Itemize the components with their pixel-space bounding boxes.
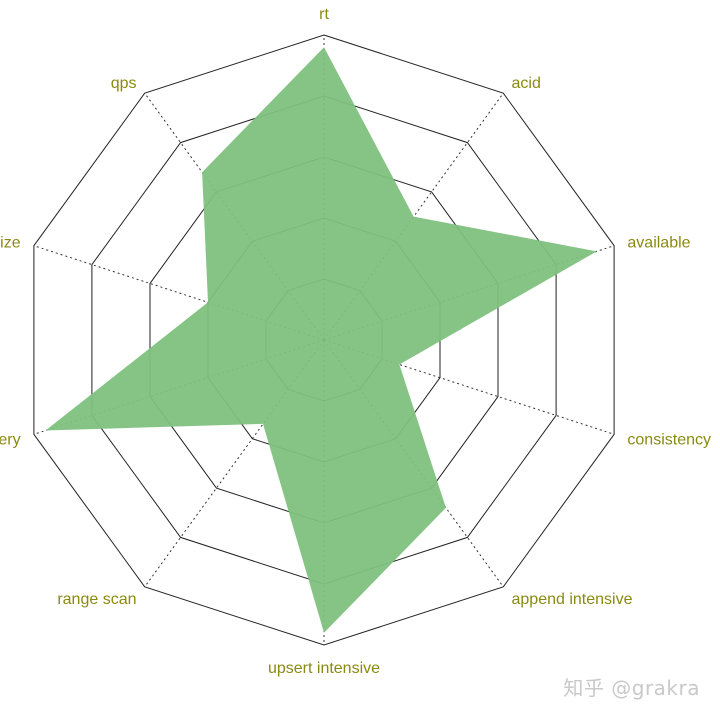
- axis-label-acid: acid: [512, 75, 541, 92]
- axis-label-data-size: data size: [0, 234, 21, 251]
- axis-label-available: available: [627, 234, 690, 251]
- axis-label-point-query: point query: [0, 432, 21, 449]
- grid-ring-5: [33, 34, 615, 646]
- axis-label-upsert-intensive: upsert intensive: [268, 660, 380, 677]
- axis-label-consistency: consistency: [627, 432, 711, 449]
- radar-series: [45, 47, 597, 633]
- axis-label-qps: qps: [111, 75, 137, 92]
- series-area-1: [45, 47, 597, 633]
- watermark: 知乎 @grakra: [563, 676, 700, 700]
- axis-label-range-scan: range scan: [57, 591, 136, 608]
- axis-label-append-intensive: append intensive: [512, 591, 633, 608]
- axis-label-rt: rt: [319, 6, 329, 23]
- axis-labels: rt acid available consistency append intensi…: [0, 6, 711, 677]
